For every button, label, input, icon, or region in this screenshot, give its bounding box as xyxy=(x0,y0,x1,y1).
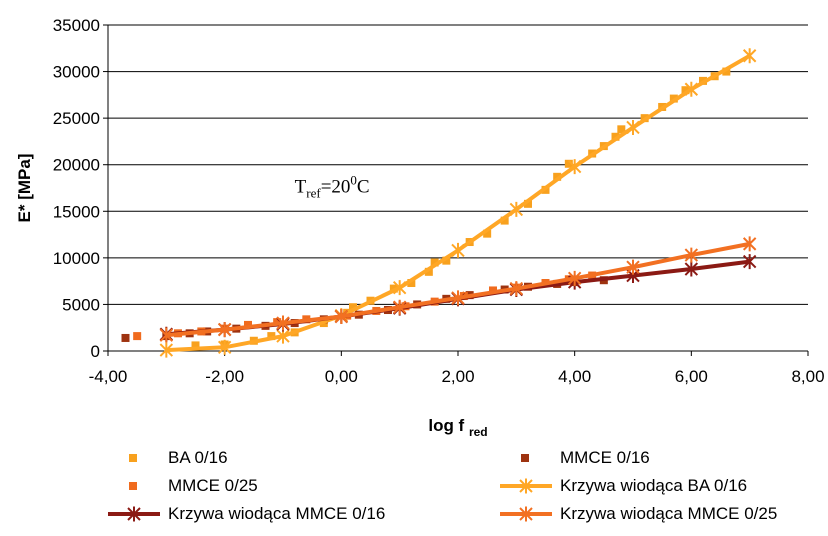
annotation-sub: ref xyxy=(306,186,321,201)
data-point xyxy=(191,341,200,350)
data-point xyxy=(626,119,640,135)
data-point xyxy=(684,81,699,97)
data-point-shape xyxy=(509,201,524,217)
data-point xyxy=(430,258,439,267)
x-tick-label: -2,00 xyxy=(205,367,244,386)
data-point xyxy=(424,267,433,276)
x-tick-label: 4,00 xyxy=(558,367,591,386)
data-point-shape xyxy=(217,322,232,338)
data-point xyxy=(567,159,582,175)
data-point-shape xyxy=(276,315,290,331)
data-point xyxy=(159,327,174,343)
annotation-T: T xyxy=(295,177,307,198)
data-point xyxy=(392,280,407,296)
x-tick-label: 8,00 xyxy=(791,367,824,386)
data-point xyxy=(722,67,731,76)
data-point xyxy=(334,309,349,325)
x-tick-label: 6,00 xyxy=(675,367,708,386)
data-point xyxy=(244,320,252,329)
data-point xyxy=(483,229,492,238)
data-point-shape xyxy=(159,327,174,343)
data-point xyxy=(451,242,465,258)
data-point-shape xyxy=(742,48,757,64)
x-tick-label: -4,00 xyxy=(89,367,128,386)
data-point-shape xyxy=(626,259,640,275)
data-point-shape xyxy=(334,309,349,325)
data-point xyxy=(611,132,620,141)
data-point xyxy=(684,247,699,263)
data-point xyxy=(524,199,532,208)
y-tick-label: 35000 xyxy=(53,16,100,35)
data-point xyxy=(742,254,757,270)
data-point-shape xyxy=(159,342,174,358)
x-axis-title-main: log f xyxy=(428,416,469,435)
data-point-shape xyxy=(626,119,640,135)
x-axis-title: log f red xyxy=(428,416,487,439)
data-point-shape xyxy=(509,281,524,297)
gridlines xyxy=(108,24,808,305)
data-point xyxy=(133,332,142,341)
y-tick-label: 20000 xyxy=(53,156,100,175)
data-point xyxy=(553,172,562,181)
data-point-shape xyxy=(392,280,407,296)
data-point xyxy=(267,332,276,341)
x-tick-label: 0,00 xyxy=(325,367,358,386)
y-tick-label: 5000 xyxy=(62,295,100,314)
data-point xyxy=(564,159,573,168)
data-point-shape xyxy=(742,254,757,270)
data-point xyxy=(276,315,290,331)
data-point-shape xyxy=(567,270,582,286)
data-point xyxy=(121,333,130,342)
y-tick-label: 30000 xyxy=(53,63,100,82)
y-tick-label: 0 xyxy=(91,342,100,361)
y-tick-label: 10000 xyxy=(53,249,100,268)
y-tick-label: 25000 xyxy=(53,109,100,128)
series-krzywa-wiodąca-mmce-0/25 xyxy=(159,236,757,343)
data-point-shape xyxy=(684,81,699,97)
data-point xyxy=(509,281,524,297)
data-point xyxy=(684,261,699,277)
data-point xyxy=(217,339,232,355)
y-ticks: 0 5000 10000 15000 20000 25000 30000 35000 xyxy=(53,16,108,361)
data-point xyxy=(407,279,416,288)
data-point-shape xyxy=(742,236,757,252)
data-point xyxy=(509,201,524,217)
data-point xyxy=(742,236,757,252)
data-point xyxy=(681,86,690,95)
data-point-shape xyxy=(451,290,465,306)
y-axis-title: E* [MPa] xyxy=(15,154,34,223)
data-point xyxy=(159,342,174,358)
x-ticks: -4,00 -2,00 0,00 2,00 4,00 6,00 8,00 xyxy=(89,351,825,386)
annotation-unit: C xyxy=(357,177,370,198)
data-point xyxy=(742,48,757,64)
x-tick-label: 2,00 xyxy=(441,367,474,386)
y-tick-label: 15000 xyxy=(53,202,100,221)
data-point xyxy=(392,299,407,315)
annotation-sup: 0 xyxy=(350,173,357,188)
data-point-shape xyxy=(392,299,407,315)
series-group xyxy=(121,48,757,358)
data-point-shape xyxy=(451,242,465,258)
data-point xyxy=(500,216,509,225)
data-point-shape xyxy=(217,339,232,355)
series-ba-0/16 xyxy=(191,67,731,350)
data-point xyxy=(451,290,465,306)
data-point xyxy=(617,125,626,134)
data-point xyxy=(626,259,640,275)
annotation-eq: =20 xyxy=(321,177,351,198)
data-point xyxy=(567,270,582,286)
temperature-annotation: Tref=200C xyxy=(295,173,370,201)
data-point-shape xyxy=(684,247,699,263)
data-point xyxy=(349,303,357,312)
data-point xyxy=(442,256,451,265)
series-krzywa-wiodąca-ba-0/16 xyxy=(159,48,757,358)
data-point-shape xyxy=(684,261,699,277)
data-point xyxy=(217,322,232,338)
data-point-shape xyxy=(567,159,582,175)
x-axis-title-subscript: red xyxy=(469,425,488,439)
